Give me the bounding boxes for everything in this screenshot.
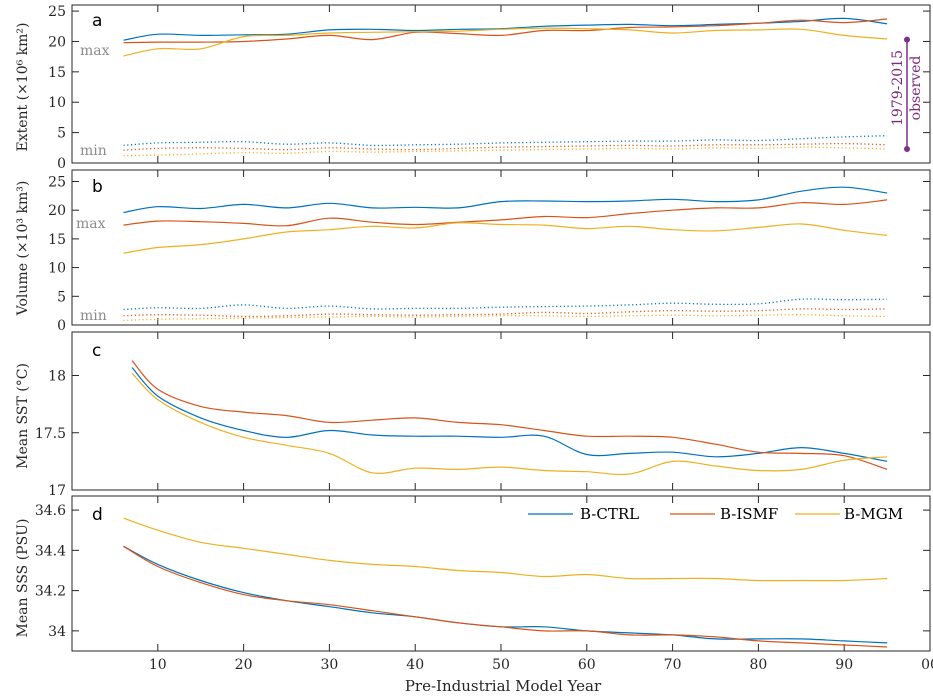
panel-a-series-b-mgm-dotted [123,146,888,157]
panel-d-xtick-label: 10 [149,657,167,673]
observed-range-max-marker [904,36,910,43]
panel-b-series-b-ctrl-dotted [123,298,888,311]
panel-c-ytick-label: 17.5 [35,426,66,442]
max-annotation-b: max [76,216,106,232]
panel-c-series-b-ismf-solid [131,360,888,470]
panel-d-ytick-label: 34 [48,624,66,640]
panel-d-xtick-label: 60 [578,657,596,673]
panel-a-ytick-label: 25 [48,4,66,20]
panel-a-ytick-label: 20 [48,34,66,50]
panel-d-xtick-label: 90 [835,657,853,673]
panel-d-xtick-label: 20 [235,657,253,673]
panel-a-series-b-mgm-solid [123,27,888,57]
panel-d-xtick-label: 80 [749,657,767,673]
legend-label-b-mgm: B-MGM [844,505,903,523]
min-annotation-b: min [80,308,107,324]
legend-label-b-ctrl: B-CTRL [580,505,639,523]
observed-range-min-marker [904,146,910,153]
panel-d-series-b-ismf-solid [123,545,888,648]
panel-c-series-b-mgm-solid [131,372,888,476]
panel-d-frame [71,495,931,652]
panel-b-frame [71,169,931,326]
panel-d-series-b-mgm-solid [123,517,888,582]
panel-c-series-b-ctrl-solid [131,367,888,462]
panel-c-ylabel: Mean SST (°C) [15,363,31,469]
panel-a-ytick-label: 5 [57,126,66,142]
panel-a-series-b-ismf-solid [123,18,888,44]
max-annotation-a: max [80,43,110,59]
panel-d-xtick-label: 50 [492,657,510,673]
panel-c-ytick-label: 18 [48,369,66,385]
panel-b-ytick-label: 0 [57,318,66,334]
panel-b-ytick-label: 20 [48,203,66,219]
legend: B-CTRL B-ISMF B-MGM [528,505,903,523]
panel-d-xtick-label: 30 [320,657,338,673]
panel-d-ytick-label: 34.6 [35,503,66,519]
panel-b-series-b-ismf-dotted [123,308,888,318]
panel-c-ytick-label: 17 [48,483,66,499]
observed-label: observed [908,56,924,121]
panel-a-series-b-ctrl-dotted [123,135,888,147]
panel-letter-c: c [92,341,101,361]
min-annotation-a: min [80,143,107,159]
panel-a-series-b-ismf-dotted [123,142,888,151]
panel-b-ytick-label: 10 [48,261,66,277]
x-axis-label: Pre-Industrial Model Year [405,677,602,695]
panel-a-ytick-label: 0 [57,156,66,172]
panel-c-frame [71,331,931,491]
observed-years-label: 1979-2015 [890,50,906,126]
panel-d-xtick-label: 70 [664,657,682,673]
panel-d-xtick-label: 40 [406,657,424,673]
panel-a-ytick-label: 10 [48,95,66,111]
panel-d-ytick-label: 34.4 [35,543,66,559]
panel-a-ytick-label: 15 [48,65,66,81]
panel-b-series-b-ctrl-solid [123,186,888,214]
panel-b-ytick-label: 25 [48,174,66,190]
panel-d-ytick-label: 34.2 [35,584,66,600]
panel-letter-b: b [92,177,103,197]
panel-b-ytick-label: 5 [57,289,66,305]
panel-d-series-b-ctrl-solid [123,545,888,644]
panel-b-ytick-label: 15 [48,232,66,248]
panel-b-series-b-mgm-dotted [123,314,888,322]
panel-a-ylabel: Extent (×10⁶ km²) [15,22,31,151]
panel-b-ylabel: Volume (×10³ km³) [15,181,31,317]
panel-letter-d: d [92,505,103,525]
legend-label-b-ismf: B-ISMF [720,505,778,523]
panel-letter-a: a [92,11,102,31]
panel-b-series-b-ismf-solid [123,199,888,227]
panel-b-series-b-mgm-solid [123,222,888,254]
panel-d-ylabel: Mean SSS (PSU) [15,519,31,638]
panel-d-xtick-label: 00 [921,657,933,673]
